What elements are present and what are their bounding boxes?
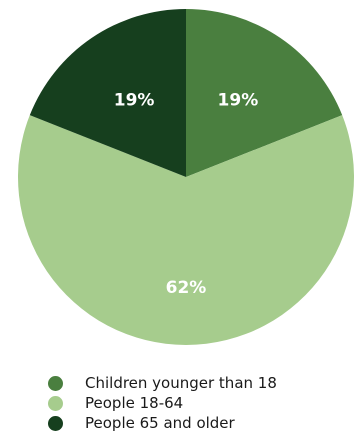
legend-swatch-children xyxy=(48,375,63,391)
legend-label-children: Children younger than 18 xyxy=(85,374,277,392)
slice-label-adults: 62% xyxy=(166,278,207,298)
legend-swatch-adults xyxy=(48,395,63,411)
pie-slice-children xyxy=(186,9,343,177)
slice-label-seniors: 19% xyxy=(114,91,155,111)
pie-slice-labels: 19% 62% 19% xyxy=(114,91,259,298)
legend-item-seniors: People 65 and older xyxy=(48,413,277,433)
pie-slice-adults xyxy=(18,115,355,346)
legend-item-children: Children younger than 18 xyxy=(48,373,277,393)
legend-swatch-seniors xyxy=(48,415,63,431)
legend: Children younger than 18 People 18-64 Pe… xyxy=(48,373,277,433)
slice-label-children: 19% xyxy=(218,91,259,111)
legend-label-adults: People 18-64 xyxy=(85,394,184,412)
legend-item-adults: People 18-64 xyxy=(48,393,277,413)
pie-slice-seniors xyxy=(29,9,186,177)
legend-label-seniors: People 65 and older xyxy=(85,414,235,432)
pie-slices xyxy=(18,9,355,346)
